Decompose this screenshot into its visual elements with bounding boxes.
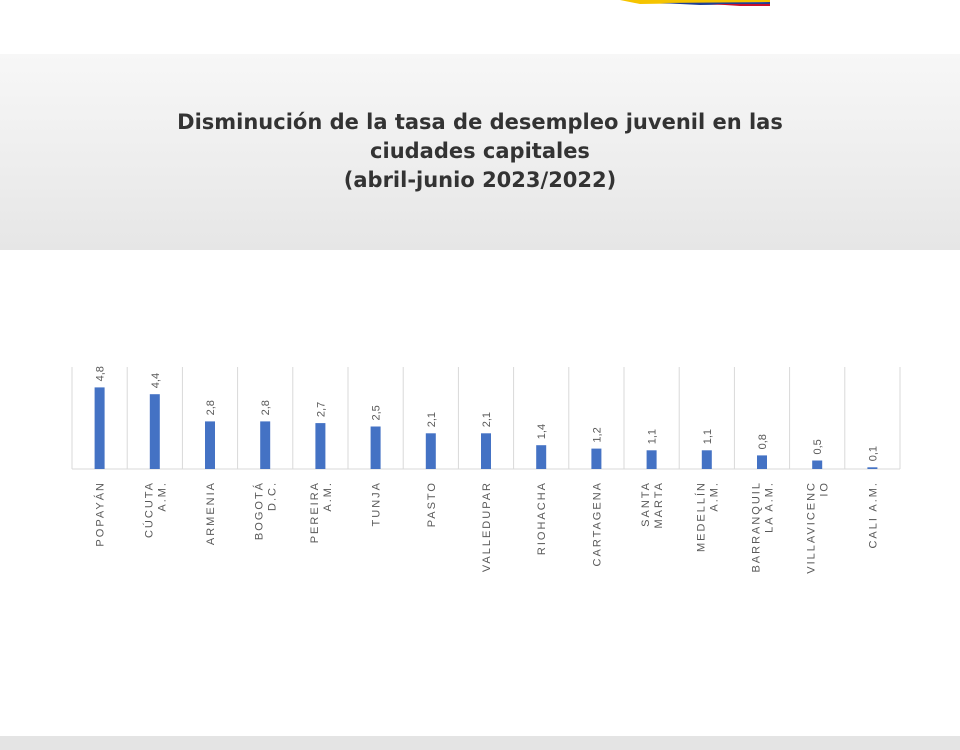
bar <box>149 394 160 469</box>
data-label: 0,1 <box>867 446 879 461</box>
bar <box>646 450 657 469</box>
category-label: BOGOTÁ <box>253 481 266 540</box>
flag-stripe-decoration <box>620 0 770 6</box>
data-label: 4,4 <box>150 373 162 388</box>
category-label: CÚCUTA <box>142 481 155 538</box>
bar <box>757 455 767 469</box>
bar <box>481 433 491 469</box>
category-label: TUNJA <box>371 481 383 526</box>
bar <box>867 467 878 469</box>
chart-title: Disminución de la tasa de desempleo juve… <box>0 108 960 195</box>
category-label: A.M. <box>322 481 334 512</box>
data-label: 1,1 <box>702 429 714 444</box>
data-label: 2,1 <box>481 412 493 427</box>
category-label: PEREIRA <box>309 481 321 543</box>
category-label: CARTAGENA <box>591 481 603 566</box>
category-label: LA A.M. <box>764 481 776 533</box>
category-label: VALLEDUPAR <box>481 481 493 572</box>
data-label: 2,1 <box>426 412 438 427</box>
bar <box>260 421 271 469</box>
chart-title-line-1: Disminución de la tasa de desempleo juve… <box>177 110 783 134</box>
bar <box>315 423 326 469</box>
data-label: 2,8 <box>260 400 272 415</box>
data-label: 4,8 <box>95 366 107 381</box>
bar <box>205 421 215 469</box>
category-label: D.C. <box>267 481 279 511</box>
chart-title-line-2: ciudades capitales <box>370 139 590 163</box>
category-label: MEDELLÍN <box>694 481 707 552</box>
data-label: 0,5 <box>812 439 824 454</box>
data-label: 2,7 <box>315 402 327 417</box>
chart-area: 4,8 POPAYÁN 4,4 CÚCUTA A.M. 2,8 ARMENIA 2,8 BOGO… <box>0 250 960 736</box>
title-band <box>0 54 960 250</box>
data-label: 1,4 <box>536 424 548 439</box>
bar <box>370 426 381 469</box>
category-label: A.M. <box>156 481 168 512</box>
category-label: SANTA <box>640 481 652 527</box>
category-label: IO <box>819 481 831 497</box>
data-label: 2,5 <box>371 405 383 420</box>
category-label: VILLAVICENC <box>806 481 818 574</box>
data-label: 1,1 <box>647 429 659 444</box>
category-label: POPAYÁN <box>94 481 107 547</box>
category-label: PASTO <box>426 481 438 527</box>
category-label: RIOHACHA <box>536 481 548 555</box>
bar <box>425 433 436 469</box>
bar <box>701 450 712 469</box>
data-label: 0,8 <box>757 434 769 449</box>
bar <box>591 448 602 469</box>
bar <box>812 460 823 469</box>
category-label: MARTA <box>653 481 665 529</box>
chart-title-line-3: (abril-junio 2023/2022) <box>343 168 617 192</box>
category-label: ARMENIA <box>205 481 217 545</box>
bar <box>94 387 105 469</box>
bar <box>536 445 547 469</box>
category-label: A.M. <box>708 481 720 512</box>
data-label: 2,8 <box>205 400 217 415</box>
bottom-band <box>0 736 960 750</box>
category-label: CALI A.M. <box>867 481 879 549</box>
category-label: BARRANQUIL <box>751 481 763 573</box>
data-label: 1,2 <box>591 427 603 442</box>
